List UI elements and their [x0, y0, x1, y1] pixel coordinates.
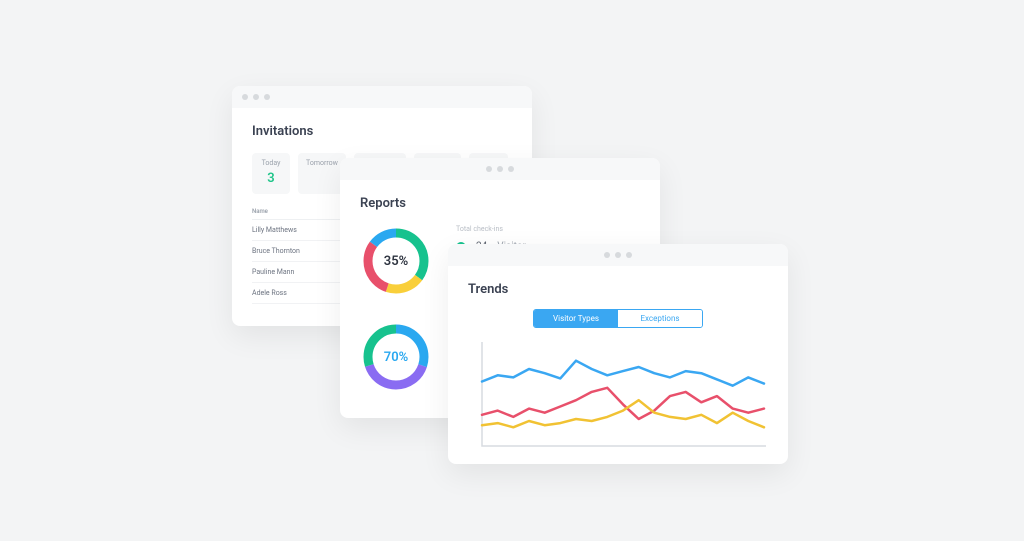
traffic-light-icon	[497, 166, 503, 172]
trends-segmented-control: Visitor Types Exceptions	[533, 309, 703, 328]
donut-chart-2: 70%	[360, 321, 432, 393]
window-titlebar	[232, 86, 532, 108]
traffic-light-icon	[486, 166, 492, 172]
trends-title: Trends	[468, 282, 768, 297]
segment-exceptions[interactable]: Exceptions	[618, 310, 702, 327]
trends-line-chart	[468, 338, 768, 458]
window-titlebar	[448, 244, 788, 266]
donut-chart-1: 35%	[360, 225, 432, 297]
donut-2-value: 70%	[360, 321, 432, 393]
traffic-light-icon	[615, 252, 621, 258]
traffic-light-icon	[264, 94, 270, 100]
traffic-light-icon	[508, 166, 514, 172]
trends-window: Trends Visitor Types Exceptions	[448, 244, 788, 464]
invitations-title: Invitations	[252, 124, 512, 139]
traffic-light-icon	[626, 252, 632, 258]
window-titlebar	[340, 158, 660, 180]
traffic-light-icon	[253, 94, 259, 100]
reports-title: Reports	[360, 196, 640, 211]
traffic-light-icon	[242, 94, 248, 100]
segment-visitor-types[interactable]: Visitor Types	[534, 310, 618, 327]
tab-today[interactable]: Today 3	[252, 153, 290, 194]
donut-1-value: 35%	[360, 225, 432, 297]
summary-label: Total check-ins	[456, 225, 640, 233]
tab-tomorrow[interactable]: Tomorrow	[298, 153, 346, 194]
today-count: 3	[260, 171, 282, 186]
tab-label: Today	[262, 159, 281, 167]
traffic-light-icon	[604, 252, 610, 258]
